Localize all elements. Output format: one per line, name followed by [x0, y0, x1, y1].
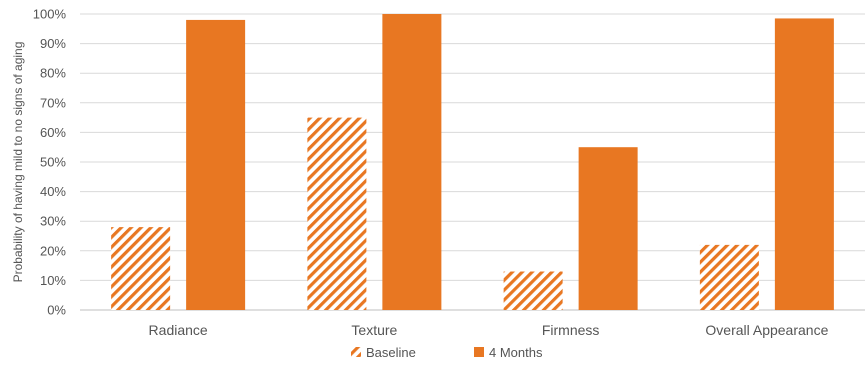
y-tick-label: 80% — [40, 66, 66, 81]
y-tick-label: 60% — [40, 125, 66, 140]
legend: Baseline 4 Months — [351, 345, 543, 360]
legend-label-4-months: 4 Months — [489, 345, 543, 360]
bar-baseline-texture — [307, 117, 367, 310]
bar-4-months-radiance — [186, 19, 246, 310]
x-category-label: Radiance — [149, 322, 208, 338]
bar-4-months-firmness — [578, 147, 638, 310]
y-tick-label: 20% — [40, 243, 66, 258]
bar-baseline-firmness — [503, 271, 563, 310]
bar-4-months-overall-appearance — [774, 18, 834, 310]
bar-baseline-radiance — [111, 227, 171, 310]
y-tick-label: 10% — [40, 273, 66, 288]
bar-4-months-texture — [382, 14, 442, 310]
legend-swatch-4-months — [474, 347, 484, 357]
bars — [111, 14, 834, 310]
x-category-label: Firmness — [542, 322, 600, 338]
legend-label-baseline: Baseline — [366, 345, 416, 360]
y-tick-label: 40% — [40, 184, 66, 199]
y-tick-label: 50% — [40, 155, 66, 170]
bar-baseline-overall-appearance — [699, 244, 759, 310]
y-tick-label: 70% — [40, 95, 66, 110]
x-category-label: Texture — [351, 322, 397, 338]
y-tick-label: 90% — [40, 36, 66, 51]
y-tick-label: 0% — [47, 303, 66, 318]
y-tick-label: 30% — [40, 214, 66, 229]
y-axis-title: Probability of having mild to no signs o… — [11, 42, 25, 283]
y-axis-ticks: 0% 10% 20% 30% 40% 50% 60% 70% 80% 90% 100% — [33, 7, 67, 318]
x-axis-labels: Radiance Texture Firmness Overall Appearanc… — [149, 322, 829, 338]
y-tick-label: 100% — [33, 7, 67, 22]
x-category-label: Overall Appearance — [705, 322, 828, 338]
legend-swatch-baseline — [351, 347, 361, 357]
